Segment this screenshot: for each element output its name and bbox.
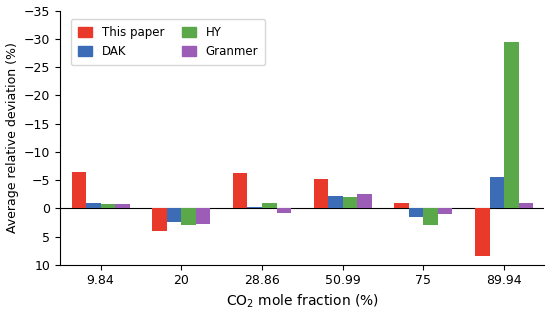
Bar <box>343 197 357 208</box>
Bar <box>424 208 438 225</box>
Bar <box>248 207 262 208</box>
Bar <box>504 42 519 208</box>
Bar <box>101 204 115 208</box>
Bar <box>475 208 490 256</box>
Bar <box>233 173 248 208</box>
Bar <box>328 196 343 208</box>
Y-axis label: Average relative deviation (%): Average relative deviation (%) <box>6 42 19 233</box>
Bar <box>277 208 291 213</box>
Bar <box>72 172 86 208</box>
Bar <box>262 203 277 208</box>
Bar <box>357 194 372 208</box>
Bar <box>167 208 182 222</box>
Bar <box>409 208 424 217</box>
Bar <box>314 179 328 208</box>
Bar <box>519 203 533 208</box>
Bar <box>438 208 453 214</box>
Bar <box>196 208 210 224</box>
Bar <box>115 204 130 208</box>
Bar <box>490 177 504 208</box>
Bar <box>394 203 409 208</box>
Legend: This paper, DAK, HY, Granmer: This paper, DAK, HY, Granmer <box>71 19 265 65</box>
Bar <box>86 203 101 208</box>
X-axis label: CO$_2$ mole fraction (%): CO$_2$ mole fraction (%) <box>226 293 379 310</box>
Bar <box>182 208 196 225</box>
Bar <box>152 208 167 231</box>
